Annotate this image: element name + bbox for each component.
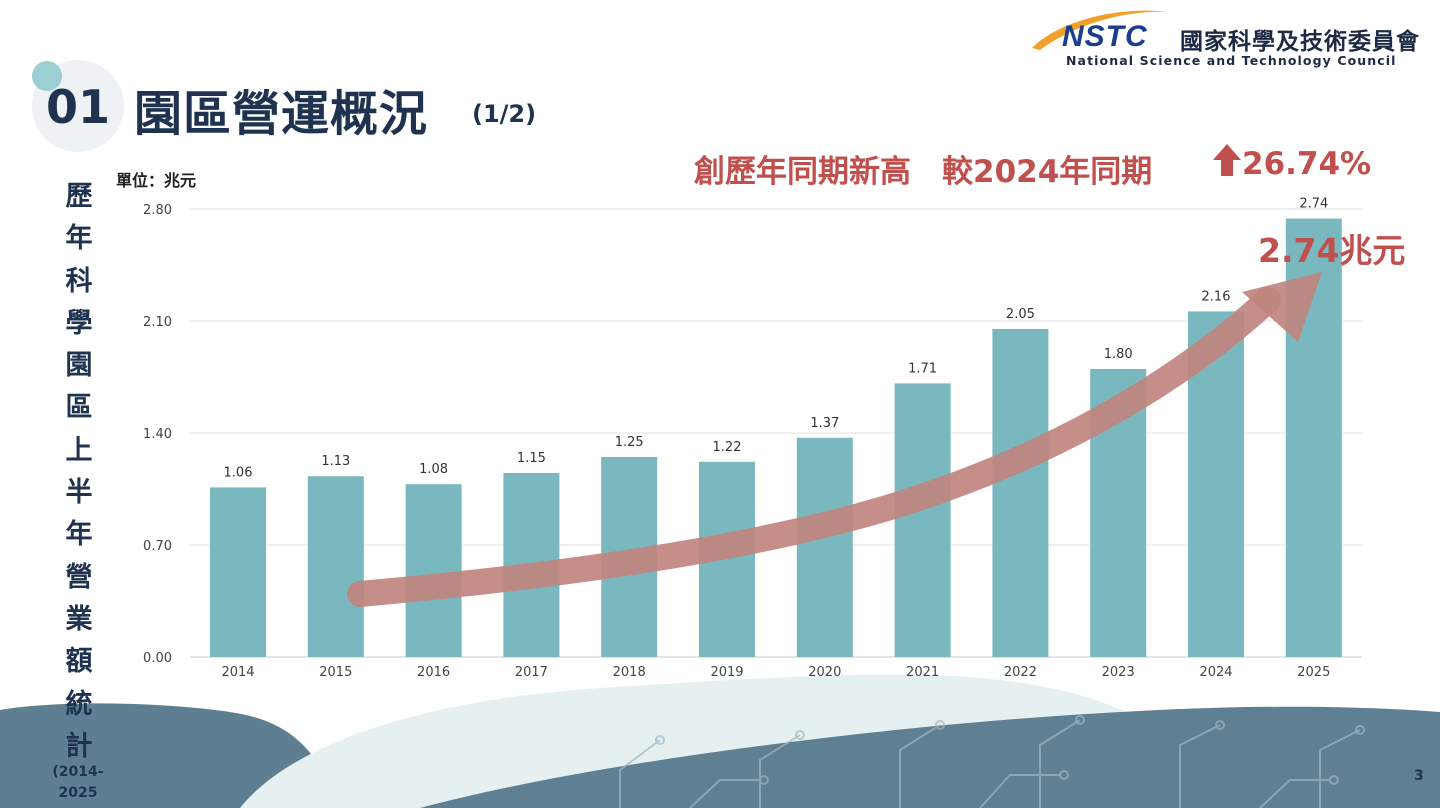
bar-2022 bbox=[992, 329, 1049, 657]
y-tick-label: 0.00 bbox=[143, 651, 172, 666]
x-tick-label: 2020 bbox=[808, 665, 841, 680]
circuit-pattern bbox=[619, 715, 1365, 808]
bar-2014 bbox=[210, 487, 266, 657]
org-name-cn: 國家科學及技術委員會 bbox=[1180, 29, 1420, 55]
x-tick-label: 2025 bbox=[1297, 665, 1330, 680]
y-tick-label: 0.70 bbox=[143, 539, 172, 554]
data-label: 1.37 bbox=[810, 416, 839, 431]
headline-text: 創歷年同期新高 較2024年同期 bbox=[694, 154, 1153, 190]
y-tick-label: 1.40 bbox=[143, 427, 172, 442]
x-tick-label: 2018 bbox=[613, 665, 646, 680]
trend-arrow bbox=[347, 272, 1322, 607]
x-tick-label: 2017 bbox=[515, 665, 548, 680]
x-tick-label: 2023 bbox=[1102, 665, 1135, 680]
data-label: 1.15 bbox=[517, 451, 546, 466]
data-label: 2.05 bbox=[1006, 307, 1035, 322]
x-tick-label: 2019 bbox=[710, 665, 743, 680]
data-label: 2.16 bbox=[1202, 289, 1231, 304]
gridlines bbox=[190, 208, 1362, 658]
x-tick-label: 2014 bbox=[221, 665, 254, 680]
up-arrow-icon bbox=[1213, 144, 1241, 176]
data-label: 1.13 bbox=[321, 454, 350, 469]
latest-value-callout: 2.74兆元 bbox=[1258, 231, 1406, 270]
data-label: 1.25 bbox=[615, 435, 644, 450]
side-title: 歷年科學園區上半年營業額統計 bbox=[65, 181, 93, 762]
labels: 0.00 0.70 1.40 2.10 2.80 1.06 2014 1.13 2015 1.08… bbox=[143, 197, 1330, 680]
bar-2016 bbox=[405, 484, 462, 657]
data-label: 1.08 bbox=[419, 462, 448, 477]
bar-2015 bbox=[307, 476, 364, 657]
bottom-left-wave bbox=[0, 703, 340, 808]
headline-growth-value: 26.74% bbox=[1242, 146, 1372, 182]
bar-2020 bbox=[796, 437, 853, 657]
data-label: 2.74 bbox=[1299, 197, 1328, 212]
y-tick-label: 2.80 bbox=[143, 203, 172, 218]
unit-label: 單位：兆元 bbox=[116, 171, 197, 190]
logo-nstc: NSTC bbox=[1062, 20, 1148, 53]
logo-swoosh bbox=[1032, 10, 1168, 50]
x-tick-label: 2022 bbox=[1004, 665, 1037, 680]
section-number: 01 bbox=[46, 80, 111, 134]
y-tick-label: 2.10 bbox=[143, 315, 172, 330]
org-name-en: National Science and Technology Council bbox=[1066, 53, 1397, 68]
x-tick-label: 2024 bbox=[1199, 665, 1232, 680]
x-tick-label: 2021 bbox=[906, 665, 939, 680]
section-title: 園區營運概況 bbox=[134, 86, 429, 142]
data-label: 1.22 bbox=[713, 440, 742, 455]
section-page-indicator: (1/2) bbox=[472, 100, 537, 128]
data-label: 1.06 bbox=[224, 465, 253, 480]
page-number: 3 bbox=[1414, 768, 1424, 784]
section-dot bbox=[32, 61, 62, 91]
bottom-right-wave bbox=[420, 706, 1440, 808]
x-tick-label: 2015 bbox=[319, 665, 352, 680]
data-label: 1.71 bbox=[908, 361, 937, 376]
data-label: 1.80 bbox=[1104, 347, 1133, 362]
x-tick-label: 2016 bbox=[417, 665, 450, 680]
bar-2021 bbox=[894, 383, 951, 657]
side-title-years: (2014-2025 bbox=[52, 764, 104, 801]
